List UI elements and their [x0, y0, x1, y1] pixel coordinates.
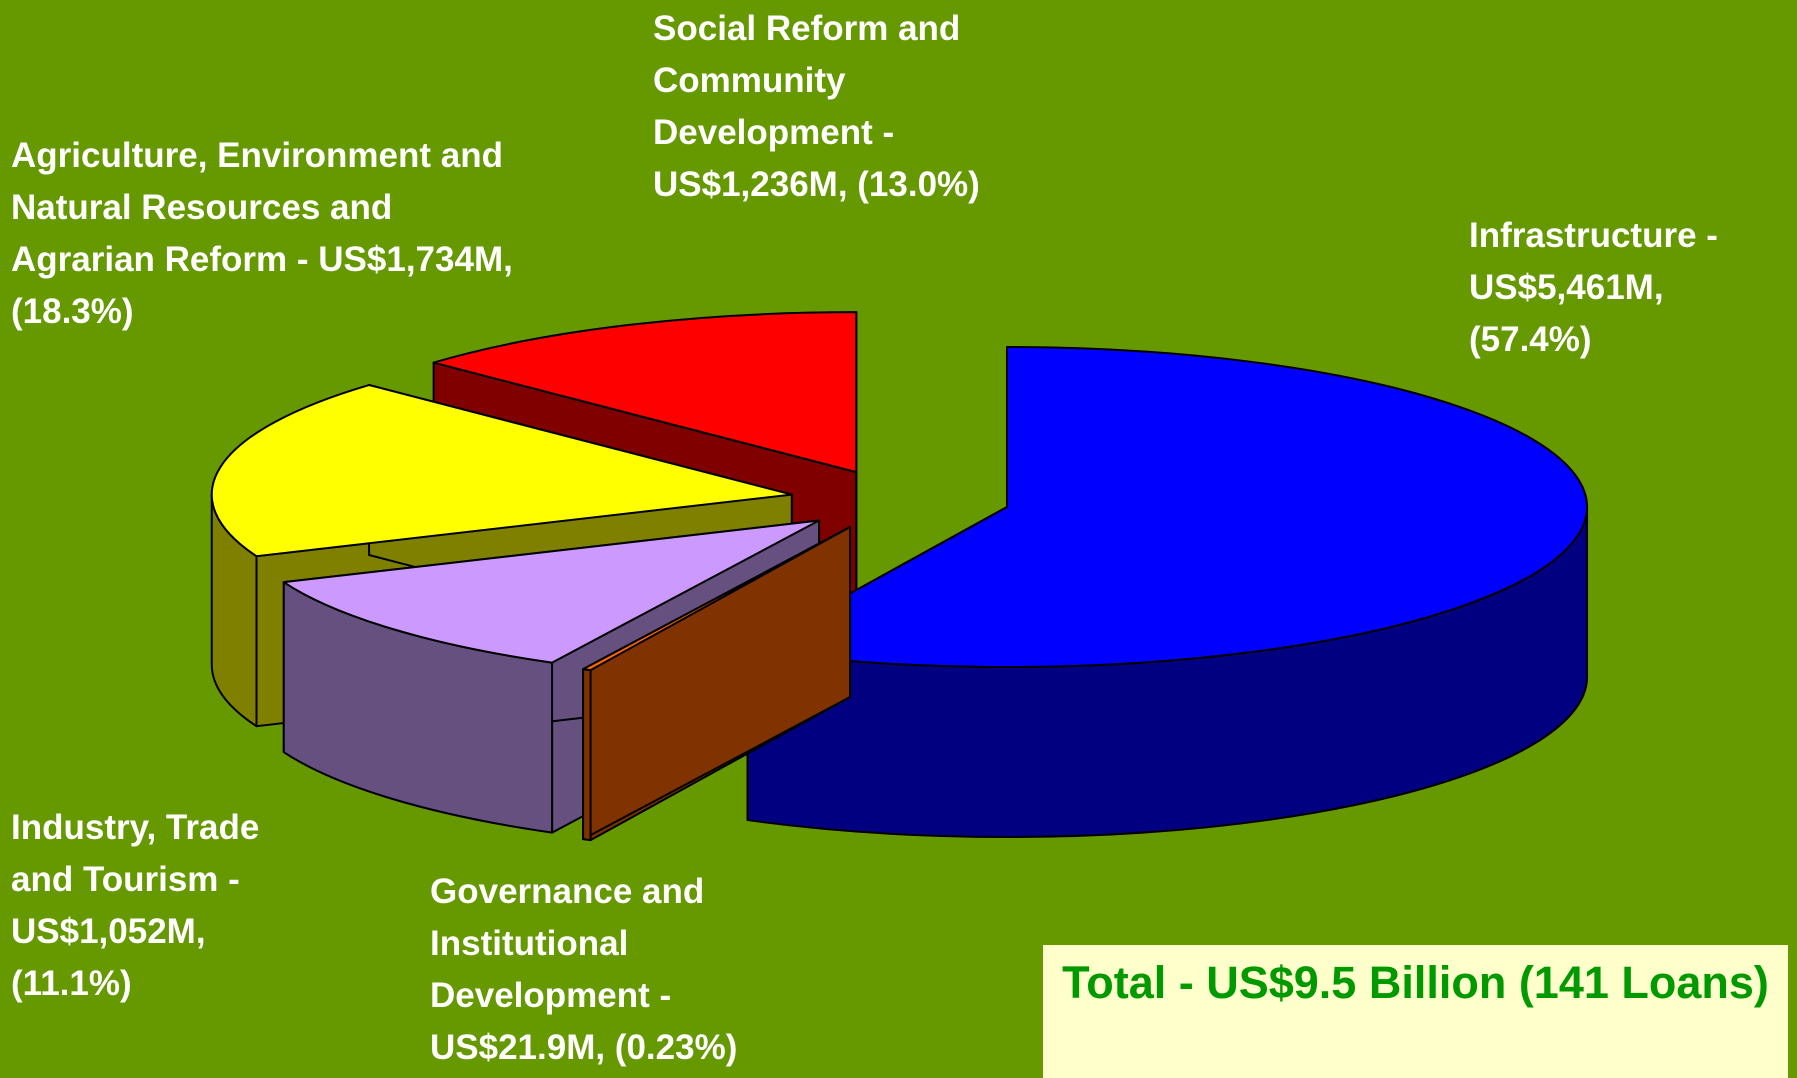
slice-top	[432, 311, 858, 474]
slice-top	[210, 384, 793, 558]
slice-label: Infrastructure - US$5,461M, (57.4%)	[1469, 216, 1718, 359]
slice-label: Industry, Trade and Tourism - US$1,052M,…	[11, 808, 260, 1003]
slice-top	[282, 519, 821, 664]
slice-top	[746, 345, 1589, 668]
pie-slice	[746, 345, 1589, 838]
slice-outer-wall	[582, 668, 592, 842]
slice-label: Governance and Institutional Development…	[430, 872, 738, 1067]
pie-slice	[582, 526, 852, 842]
total-annotation: Total - US$9.5 Billion (141 Loans)	[1043, 945, 1788, 1078]
slice-top	[582, 526, 852, 672]
slice-label: Agriculture, Environment and Natural Res…	[11, 136, 513, 331]
slice-label: Social Reform and Community Development …	[653, 9, 980, 204]
